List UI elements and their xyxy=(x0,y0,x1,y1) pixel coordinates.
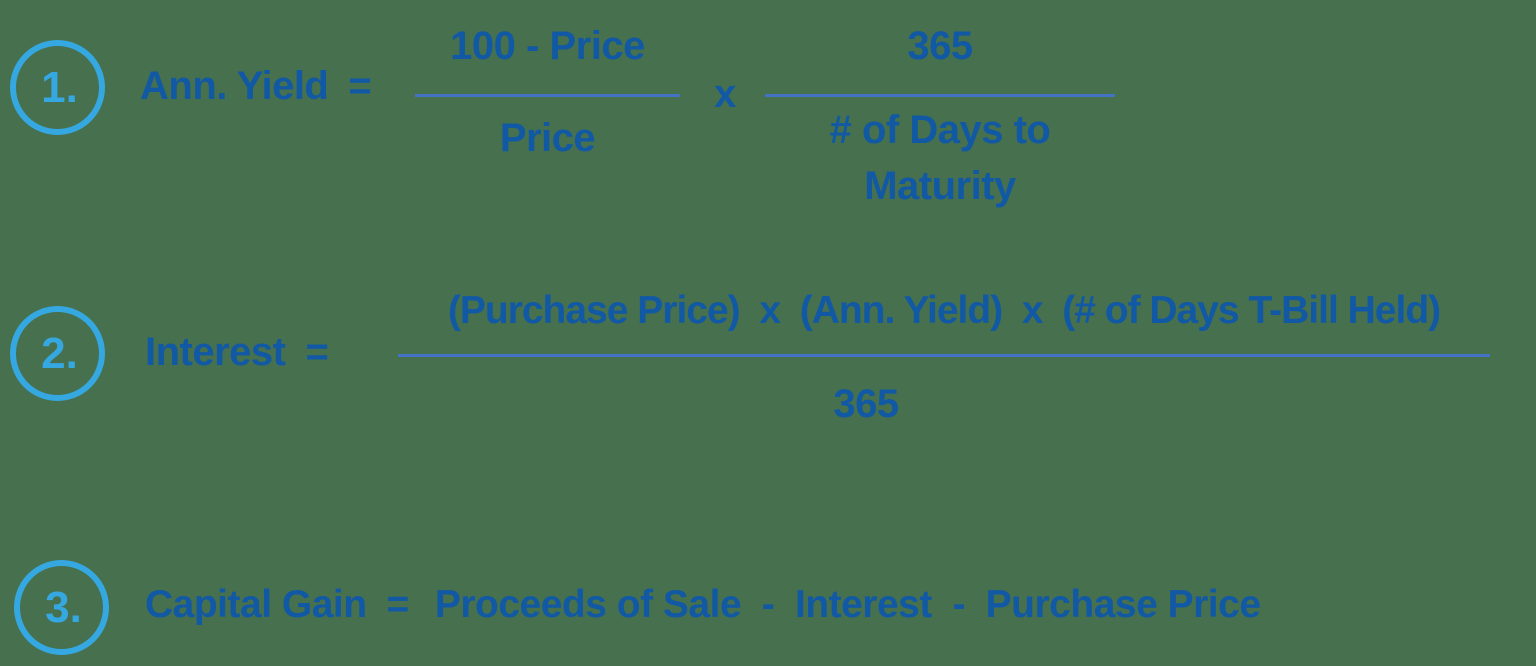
fraction-denominator: 365 xyxy=(833,382,899,426)
fraction-bar xyxy=(398,354,1490,357)
fraction-numerator: (Purchase Price) x (Ann. Yield) x (# of … xyxy=(447,289,1441,332)
fraction-denominator: Price xyxy=(499,116,596,160)
formula-1-fraction-days: 365 # of Days to Maturity xyxy=(765,24,1115,224)
step-1-number: 1. xyxy=(41,62,78,112)
step-2-badge: 2. xyxy=(10,306,105,401)
fraction-numerator: 365 xyxy=(907,24,973,68)
formula-3-expression: Proceeds of Sale - Interest - Purchase P… xyxy=(434,583,1261,626)
formula-2-equals-sign: = xyxy=(305,330,329,374)
formula-2-lhs: Interest = xyxy=(145,330,329,374)
formula-1-lhs: Ann. Yield = xyxy=(140,64,372,108)
formula-3-name: Capital Gain xyxy=(145,583,367,626)
formula-3-row: Capital Gain = Proceeds of Sale - Intere… xyxy=(145,583,1261,627)
fraction-bar xyxy=(765,94,1115,97)
multiply-sign: x xyxy=(714,72,736,116)
fraction-numerator: 100 - Price xyxy=(450,24,645,68)
step-1-badge: 1. xyxy=(10,40,105,135)
formula-1-fraction-price: 100 - Price Price xyxy=(415,24,680,184)
fraction-denominator-line-1: # of Days to xyxy=(829,108,1051,152)
formula-2-name: Interest xyxy=(145,330,286,374)
formula-1-equals-sign: = xyxy=(348,64,372,108)
step-2-number: 2. xyxy=(41,328,78,378)
fraction-bar xyxy=(415,94,680,97)
step-3-number: 3. xyxy=(45,582,82,632)
formula-1-name: Ann. Yield xyxy=(140,64,329,108)
formula-3-equals-sign: = xyxy=(386,583,410,626)
fraction-denominator-line-2: Maturity xyxy=(864,164,1016,208)
step-3-badge: 3. xyxy=(14,560,109,655)
formula-2-fraction: (Purchase Price) x (Ann. Yield) x (# of … xyxy=(398,288,1490,428)
